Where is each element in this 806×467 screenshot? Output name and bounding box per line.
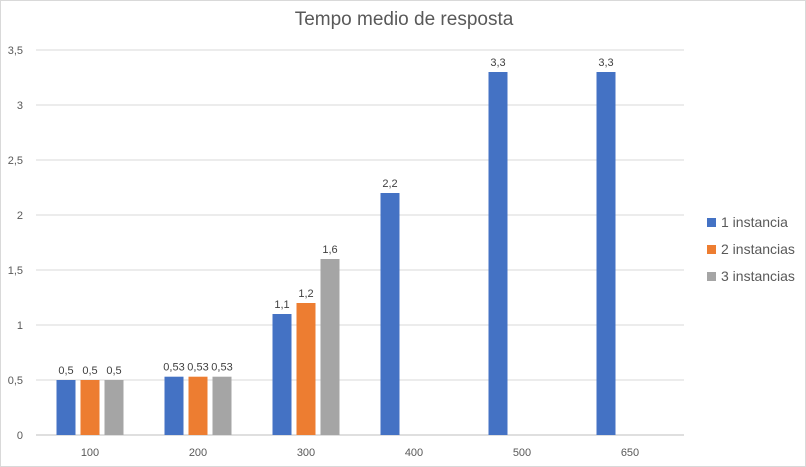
bar-1-instancia-100 xyxy=(56,380,76,435)
bar-2-instancias-100 xyxy=(80,380,100,435)
data-label: 2,2 xyxy=(382,178,397,190)
data-label: 0,5 xyxy=(106,365,121,377)
tick-labels: 0 0,5 1 1,5 2 2,5 3 3,5 100 200 300 400 500 650 xyxy=(8,45,639,459)
data-label: 1,6 xyxy=(322,244,337,256)
y-tick-label: 1,5 xyxy=(8,265,23,277)
y-tick-label: 2,5 xyxy=(8,155,23,167)
data-label: 0,5 xyxy=(58,365,73,377)
data-labels: 0,5 0,5 0,5 0,53 0,53 0,531,11,21,62,23,3 3,3 xyxy=(58,57,613,377)
y-tick-label: 0 xyxy=(17,430,23,442)
legend-swatch xyxy=(707,272,716,281)
legend-label: 3 instancias xyxy=(721,268,795,284)
x-tick-label: 300 xyxy=(297,447,315,459)
x-tick-label: 100 xyxy=(81,447,99,459)
legend-swatch xyxy=(707,218,716,227)
legend-swatch xyxy=(707,245,716,254)
x-tick-label: 500 xyxy=(513,447,531,459)
legend-label: 1 instancia xyxy=(721,214,788,230)
bar-3-instancias-300 xyxy=(320,259,340,435)
legend-label: 2 instancias xyxy=(721,241,795,257)
bar-2-instancias-200 xyxy=(188,376,208,435)
data-label: 0,53 xyxy=(163,362,184,374)
data-label: 0,53 xyxy=(211,362,232,374)
chart-title: Tempo medio de resposta xyxy=(294,9,514,30)
bar-3-instancias-100 xyxy=(104,380,124,435)
bar-1-instancia-200 xyxy=(164,376,184,435)
x-tick-label: 650 xyxy=(621,447,639,459)
data-label: 3,3 xyxy=(598,57,613,69)
legend: 1 instancia 2 instancias 3 instancias xyxy=(707,214,795,284)
bar-2-instancias-300 xyxy=(296,303,316,435)
bar-3-instancias-200 xyxy=(212,376,232,435)
data-label: 3,3 xyxy=(490,57,505,69)
y-tick-label: 3,5 xyxy=(8,45,23,57)
x-tick-label: 400 xyxy=(405,447,423,459)
y-tick-label: 2 xyxy=(17,210,23,222)
data-label: 1,1 xyxy=(274,299,289,311)
bar-1-instancia-300 xyxy=(272,314,292,435)
data-label: 0,5 xyxy=(82,365,97,377)
bar-1-instancia-400 xyxy=(380,193,400,435)
bars xyxy=(56,72,616,435)
y-tick-label: 0,5 xyxy=(8,375,23,387)
data-label: 0,53 xyxy=(187,362,208,374)
y-tick-label: 1 xyxy=(17,320,23,332)
x-tick-label: 200 xyxy=(189,447,207,459)
gridlines xyxy=(36,49,684,436)
bar-1-instancia-650 xyxy=(596,72,616,435)
bar-1-instancia-500 xyxy=(488,72,508,435)
y-tick-label: 3 xyxy=(17,100,23,112)
data-label: 1,2 xyxy=(298,288,313,300)
